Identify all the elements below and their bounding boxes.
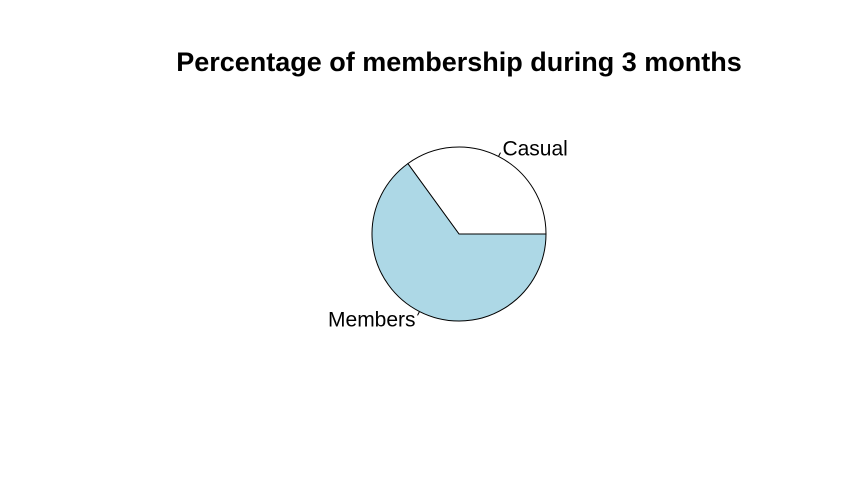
pie-slice-casual [407,146,547,235]
pie-slices [371,146,547,322]
pie-labels: Casual Members [328,138,568,332]
pie-slice-members [371,162,547,322]
leader-line-members [417,311,420,316]
slice-label-members: Members [328,308,416,331]
slice-label-casual: Casual [502,138,567,161]
chart-title: Percentage of membership during 3 months [176,47,742,77]
leader-line-casual [498,152,501,157]
